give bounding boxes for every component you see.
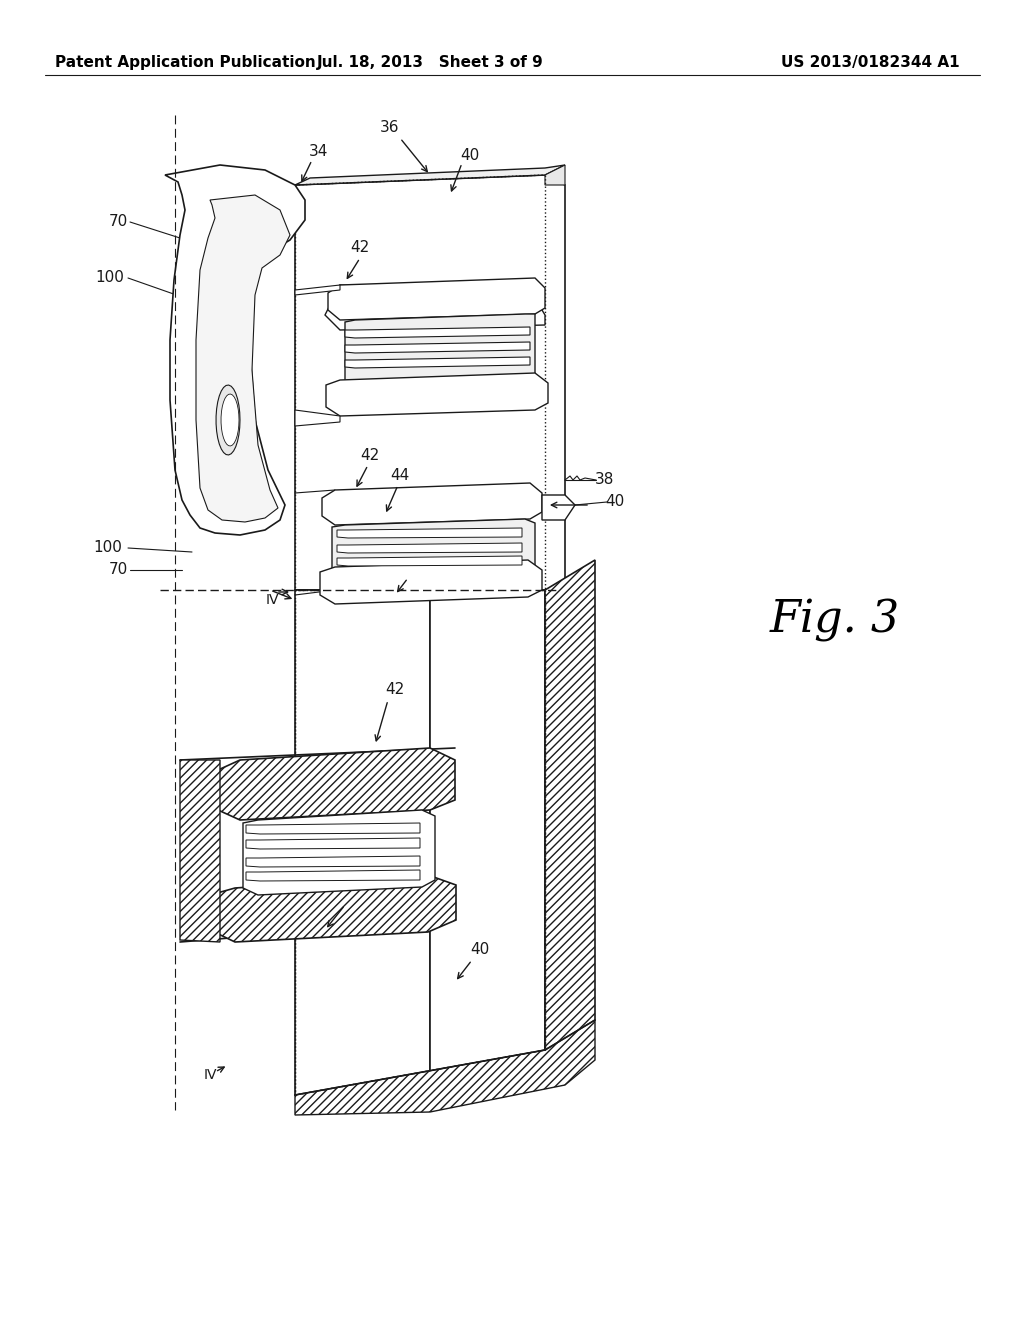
Polygon shape	[295, 165, 565, 185]
Polygon shape	[326, 374, 548, 416]
Text: Fig. 3: Fig. 3	[770, 598, 900, 642]
Text: US 2013/0182344 A1: US 2013/0182344 A1	[781, 54, 961, 70]
Text: Jul. 18, 2013   Sheet 3 of 9: Jul. 18, 2013 Sheet 3 of 9	[316, 54, 544, 70]
Polygon shape	[319, 560, 542, 605]
Polygon shape	[246, 822, 420, 834]
Polygon shape	[345, 327, 530, 338]
Polygon shape	[332, 519, 535, 577]
Text: 42: 42	[385, 682, 404, 697]
Polygon shape	[246, 838, 420, 849]
Polygon shape	[430, 590, 545, 1090]
Polygon shape	[295, 285, 340, 294]
Polygon shape	[322, 483, 542, 525]
Polygon shape	[216, 385, 240, 455]
Polygon shape	[345, 342, 530, 352]
Text: 38: 38	[595, 473, 614, 487]
Polygon shape	[295, 411, 340, 426]
Text: 100: 100	[93, 540, 123, 556]
Text: 44: 44	[390, 467, 410, 483]
Text: 70: 70	[109, 214, 128, 230]
Text: 40: 40	[470, 942, 489, 957]
Text: 42: 42	[350, 240, 370, 256]
Polygon shape	[221, 395, 239, 446]
Polygon shape	[246, 855, 420, 867]
Polygon shape	[345, 356, 530, 368]
Polygon shape	[328, 279, 545, 319]
Text: 34: 34	[308, 144, 328, 160]
Polygon shape	[337, 528, 522, 539]
Polygon shape	[295, 1020, 595, 1115]
Polygon shape	[295, 590, 430, 1100]
Polygon shape	[337, 556, 522, 566]
Text: Patent Application Publication: Patent Application Publication	[55, 54, 315, 70]
Polygon shape	[196, 195, 290, 521]
Text: IV: IV	[265, 593, 279, 607]
Text: 36: 36	[380, 120, 399, 136]
Text: 44: 44	[340, 887, 359, 903]
Text: 40: 40	[461, 148, 479, 162]
Polygon shape	[246, 870, 420, 880]
Text: 40: 40	[605, 495, 625, 510]
Text: 42: 42	[360, 447, 380, 462]
Polygon shape	[180, 760, 220, 942]
Polygon shape	[542, 495, 575, 520]
Polygon shape	[545, 165, 565, 185]
Polygon shape	[243, 810, 435, 895]
Polygon shape	[325, 285, 545, 330]
Polygon shape	[165, 165, 305, 535]
Polygon shape	[295, 176, 565, 590]
Text: IV: IV	[203, 1068, 217, 1082]
Polygon shape	[210, 875, 456, 942]
Text: 70: 70	[109, 562, 128, 578]
Polygon shape	[345, 314, 535, 388]
Text: 44: 44	[406, 561, 425, 576]
Text: 100: 100	[95, 271, 125, 285]
Polygon shape	[545, 560, 595, 1049]
Polygon shape	[218, 748, 455, 820]
Polygon shape	[337, 543, 522, 553]
